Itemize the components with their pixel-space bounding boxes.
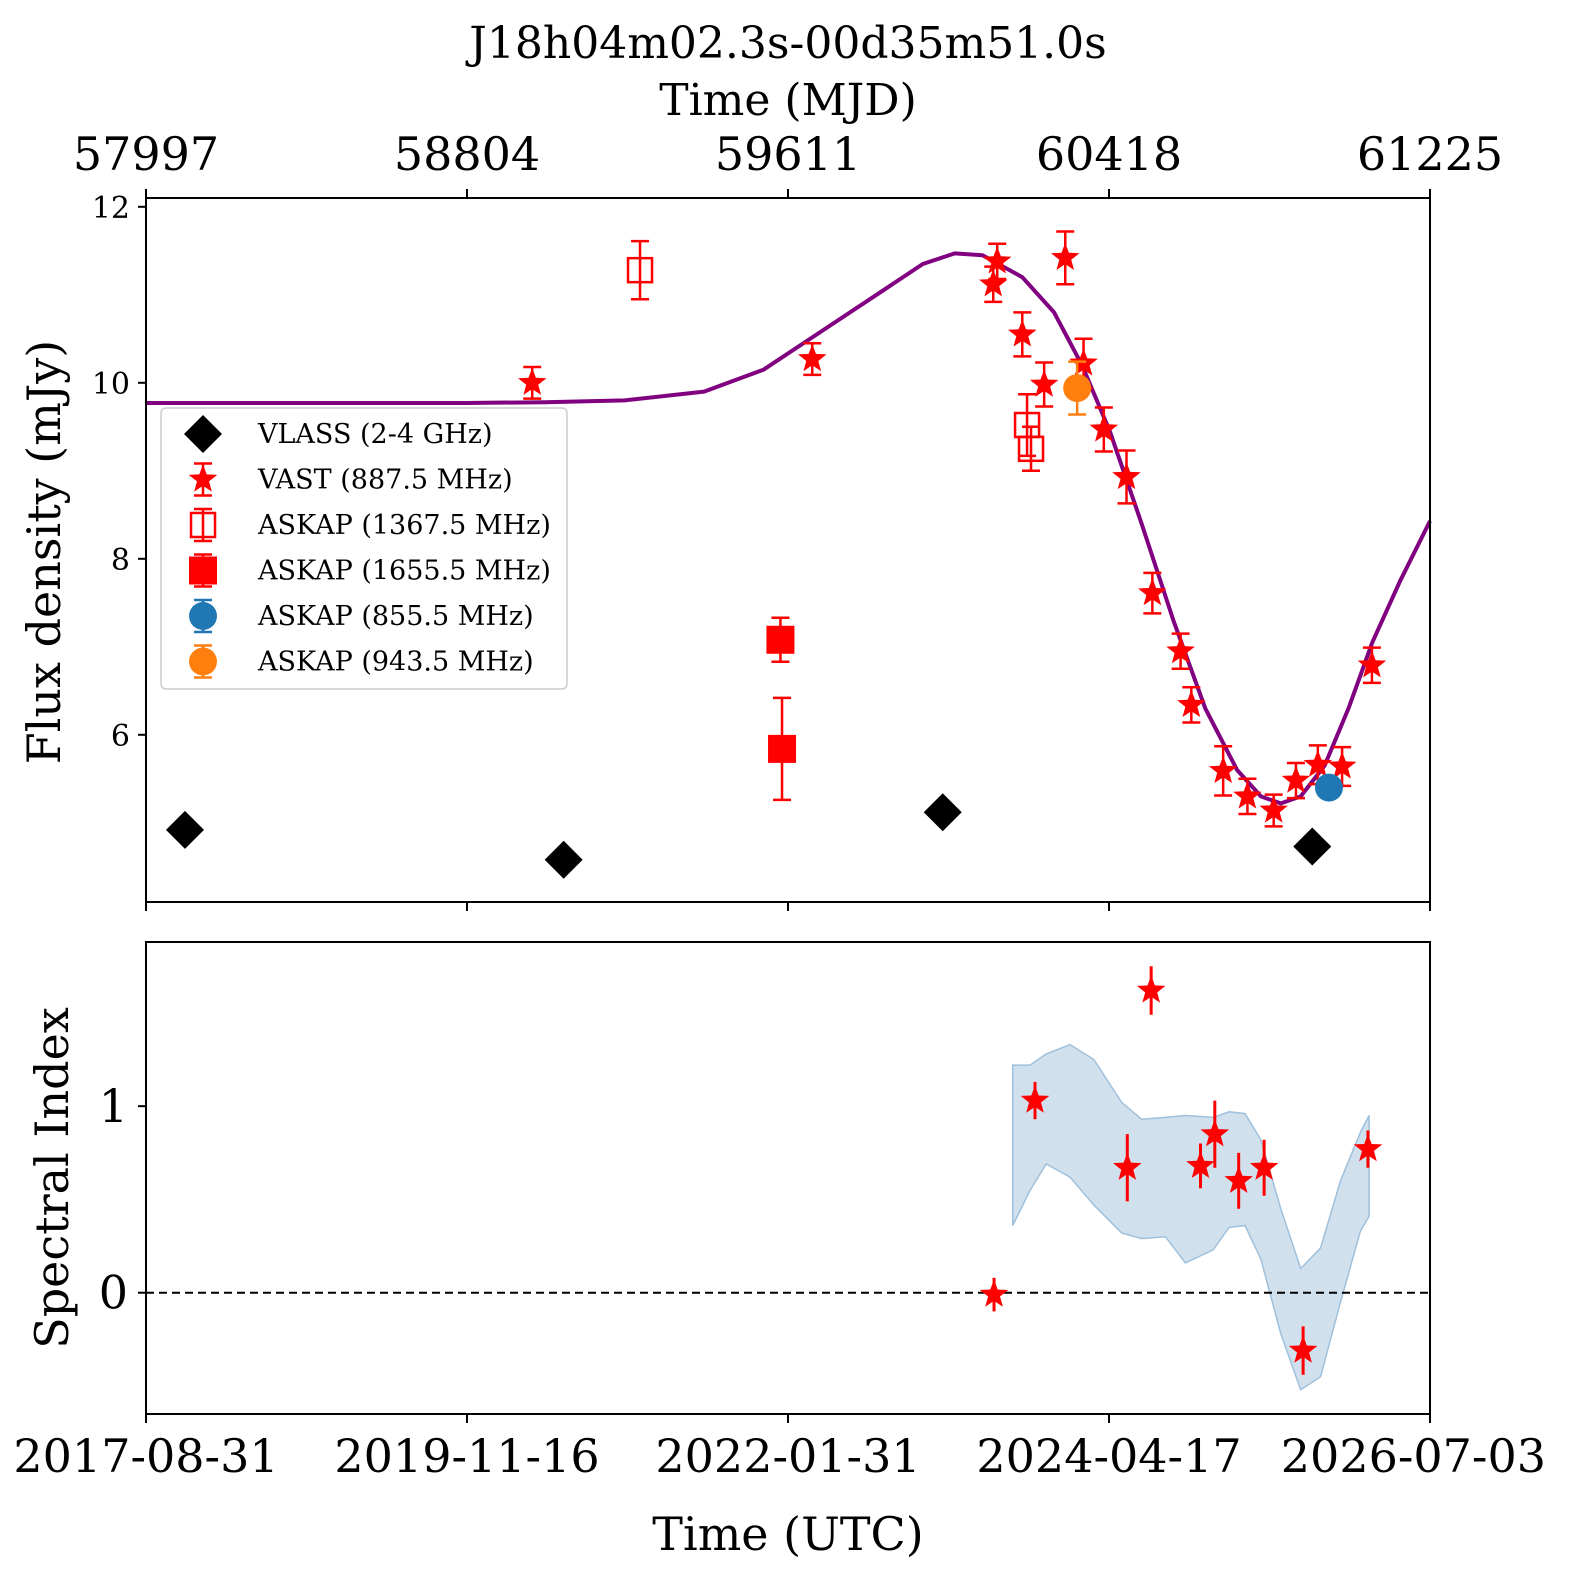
flux-ytick-label-8: 8 <box>111 543 130 578</box>
spectral-index-panel: 0 1 2017-08-31 2019-11-16 2022-01-31 2024-04-… <box>13 941 1546 1483</box>
spectral-index-point-3 <box>1136 975 1166 1003</box>
vast-887-5-mhz-point-13 <box>1208 755 1238 783</box>
vast-887-5-mhz-point-17 <box>1303 749 1333 777</box>
legend-box <box>160 407 568 690</box>
spectral-index-point-8 <box>1288 1335 1318 1363</box>
spectral-index-point-7 <box>1249 1152 1279 1180</box>
date-tick-label-1: 2019-11-16 <box>334 1429 599 1483</box>
legend-askap-855-5-mhz-marker <box>189 602 217 630</box>
flux-ytick-label-10: 10 <box>92 367 130 402</box>
date-tick-label-3: 2024-04-17 <box>976 1429 1241 1483</box>
legend-vast-887-5-mhz-marker <box>188 464 218 492</box>
model-curve <box>146 251 1432 806</box>
askap-1367-5-mhz-point-2 <box>1017 435 1045 463</box>
vast-887-5-mhz-point-18 <box>1327 751 1357 779</box>
vast-887-5-mhz-point-1 <box>798 344 827 372</box>
spectral-index-point-0 <box>979 1279 1009 1307</box>
vast-887-5-mhz-point-4 <box>1008 319 1037 347</box>
mjd-tick-label-0: 57997 <box>73 127 219 181</box>
vast-887-5-mhz-point-0 <box>518 367 547 395</box>
vast-887-5-mhz-point-8 <box>1089 414 1119 442</box>
spectral-index-band <box>1011 1043 1370 1391</box>
date-tick-label-2: 2022-01-31 <box>655 1429 920 1483</box>
legend-askap-943-5-mhz-marker <box>189 647 217 676</box>
mjd-tick-label-4: 61225 <box>1357 127 1503 181</box>
bottom-x-axis-label: Time (UTC) <box>652 1507 923 1561</box>
askap-1367-5-mhz-point-0 <box>626 256 654 284</box>
spectral-index-point-9 <box>1353 1134 1383 1162</box>
legend-vlass-2-4-ghz-marker <box>184 415 222 453</box>
mjd-tick-label-2: 59611 <box>715 127 861 181</box>
vast-887-5-mhz-point-9 <box>1112 462 1141 490</box>
vast-887-5-mhz-point-14 <box>1233 781 1262 809</box>
vast-887-5-mhz-point-11 <box>1166 636 1195 664</box>
spectral-index-point-4 <box>1186 1150 1215 1178</box>
vast-887-5-mhz-point-2 <box>979 269 1008 297</box>
date-tick-label-4: 2026-07-03 <box>1281 1429 1546 1483</box>
legend-askap-1655-5-mhz-marker <box>189 556 217 585</box>
flux-ytick-label-12: 12 <box>92 191 130 226</box>
vast-887-5-mhz-point-19 <box>1357 650 1387 678</box>
vlass-2-4-ghz-point-2 <box>923 793 962 832</box>
vlass-2-4-ghz-point-1 <box>544 840 583 879</box>
spectral-y-axis-label: Spectral Index <box>25 1007 79 1349</box>
askap-1655-5-mhz-point-0 <box>766 625 795 654</box>
mjd-tick-label-3: 60418 <box>1036 127 1182 181</box>
legend-vlass-2-4-ghz-label: VLASS (2-4 GHz) <box>257 419 493 450</box>
flux-ytick-label-6: 6 <box>111 719 130 754</box>
legend-askap-1367-5-mhz-label: ASKAP (1367.5 MHz) <box>257 510 551 541</box>
vast-887-5-mhz-point-10 <box>1138 578 1167 606</box>
legend-vast-887-5-mhz-label: VAST (887.5 MHz) <box>257 465 513 496</box>
spectral-index-point-2 <box>1113 1152 1142 1180</box>
date-tick-label-0: 2017-08-31 <box>13 1429 278 1483</box>
vlass-2-4-ghz-point-0 <box>165 810 204 849</box>
spectral-index-point-6 <box>1224 1165 1253 1193</box>
vast-887-5-mhz-point-16 <box>1281 765 1311 793</box>
vast-887-5-mhz-point-3 <box>983 246 1012 274</box>
legend: VLASS (2-4 GHz) VAST (887.5 MHz) ASKAP (13… <box>160 407 568 690</box>
vast-887-5-mhz-point-15 <box>1259 795 1288 823</box>
vlass-2-4-ghz-point-3 <box>1293 827 1332 866</box>
askap-943-5-mhz-point-0 <box>1063 374 1092 403</box>
spectral-index-point-1 <box>1020 1085 1050 1113</box>
vast-887-5-mhz-point-6 <box>1051 242 1080 270</box>
mjd-tick-label-1: 58804 <box>394 127 540 181</box>
spectral-ytick-label-0: 0 <box>99 1266 128 1320</box>
askap-855-5-mhz-point-0 <box>1314 773 1343 802</box>
askap-1655-5-mhz-point-1 <box>768 734 797 763</box>
vast-887-5-mhz-point-5 <box>1029 369 1059 397</box>
vast-887-5-mhz-point-12 <box>1177 689 1206 717</box>
spectral-index-point-5 <box>1200 1119 1230 1147</box>
legend-askap-1367-5-mhz-marker <box>189 511 217 539</box>
flux-y-axis-label: Flux density (mJy) <box>17 340 71 764</box>
chart-title: J18h04m02.3s-00d35m51.0s <box>465 18 1107 69</box>
legend-askap-943-5-mhz-label: ASKAP (943.5 MHz) <box>257 647 534 678</box>
flux-panel: 6 8 10 12 57997 58804 59611 60418 61225 VLASS (2… <box>73 127 1503 911</box>
spectral-ytick-label-1: 1 <box>99 1079 128 1133</box>
legend-askap-1655-5-mhz-label: ASKAP (1655.5 MHz) <box>257 556 551 587</box>
top-x-axis-label: Time (MJD) <box>659 75 916 126</box>
legend-askap-855-5-mhz-label: ASKAP (855.5 MHz) <box>257 601 534 632</box>
